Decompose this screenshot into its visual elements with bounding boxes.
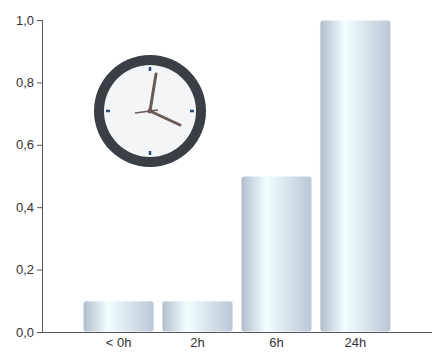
y-tick: 0,4 xyxy=(16,200,42,215)
y-tick-mark xyxy=(37,207,42,208)
x-axis: < 0h 2h 6h 24h xyxy=(43,332,432,350)
y-tick: 0,0 xyxy=(16,325,42,340)
bar xyxy=(241,176,312,332)
y-tick-label: 0,8 xyxy=(16,75,34,90)
clock-marker xyxy=(106,110,110,113)
y-tick: 0,2 xyxy=(16,262,42,277)
bars xyxy=(83,20,391,332)
y-tick-label: 0,4 xyxy=(16,200,34,215)
x-tick-label: 24h xyxy=(345,335,367,350)
x-tick: 24h xyxy=(345,332,367,350)
y-tick: 1,0 xyxy=(16,13,42,28)
y-tick-label: 0,2 xyxy=(16,262,34,277)
clock-face xyxy=(104,65,196,157)
clock-marker xyxy=(149,67,152,71)
y-tick: 0,6 xyxy=(16,137,42,152)
y-tick-mark xyxy=(37,145,42,146)
bar xyxy=(320,20,391,332)
y-tick-label: 0,0 xyxy=(16,325,34,340)
x-tick-label: 6h xyxy=(269,335,283,350)
chart: 0,0 0,2 0,4 0,6 0,8 1,0 < 0h 2h 6h 24h xyxy=(0,0,432,361)
y-tick-label: 0,6 xyxy=(16,137,34,152)
clock-icon xyxy=(94,55,206,167)
x-tick: 2h xyxy=(190,332,204,350)
clock-hand xyxy=(150,111,180,125)
clock-rim xyxy=(94,55,206,167)
y-axis-line xyxy=(37,21,43,333)
y-tick-mark xyxy=(37,20,42,21)
bar xyxy=(162,301,233,332)
x-axis-line xyxy=(43,332,432,333)
y-tick-mark xyxy=(37,332,42,333)
y-tick-mark xyxy=(37,270,42,271)
x-tick-label: < 0h xyxy=(106,335,132,350)
x-tick: < 0h xyxy=(106,332,132,350)
clock-center xyxy=(148,109,153,114)
bar xyxy=(83,301,154,332)
x-tick: 6h xyxy=(269,332,283,350)
clock-hand xyxy=(150,74,156,111)
x-tick-label: 2h xyxy=(190,335,204,350)
y-tick: 0,8 xyxy=(16,75,42,90)
clock-hand xyxy=(135,110,158,113)
y-tick-label: 1,0 xyxy=(16,13,34,28)
y-axis: 0,0 0,2 0,4 0,6 0,8 1,0 xyxy=(16,13,43,340)
clock-marker xyxy=(149,151,152,155)
clock-marker xyxy=(190,110,194,113)
y-tick-mark xyxy=(37,82,42,83)
